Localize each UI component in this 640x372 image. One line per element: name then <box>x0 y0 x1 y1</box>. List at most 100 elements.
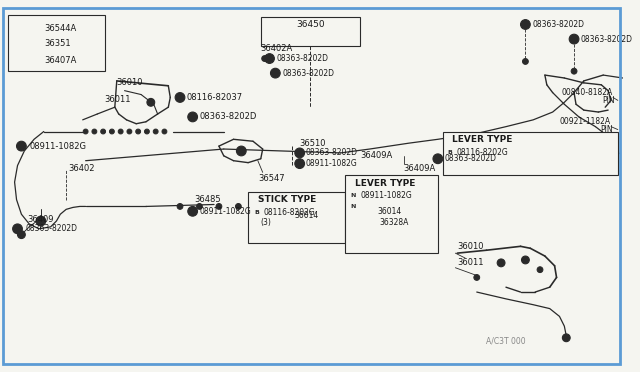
Text: PIN: PIN <box>602 96 615 105</box>
Text: 36544A: 36544A <box>45 24 77 33</box>
Text: 08363-8202D: 08363-8202D <box>305 148 358 157</box>
Text: A/C3T 000: A/C3T 000 <box>486 336 526 345</box>
Bar <box>346 175 438 253</box>
Text: 36450: 36450 <box>297 20 325 29</box>
Circle shape <box>175 93 185 102</box>
Circle shape <box>162 129 167 134</box>
Circle shape <box>17 141 26 151</box>
Circle shape <box>147 99 155 106</box>
Circle shape <box>262 56 268 61</box>
Circle shape <box>19 31 23 35</box>
Text: N: N <box>351 204 356 209</box>
Circle shape <box>474 275 480 280</box>
Circle shape <box>216 203 222 209</box>
Circle shape <box>563 334 570 341</box>
Circle shape <box>17 58 23 63</box>
Text: N: N <box>297 161 302 166</box>
Bar <box>260 17 360 46</box>
Circle shape <box>39 219 43 223</box>
Text: 36014: 36014 <box>378 207 402 216</box>
Text: 08363-8202D: 08363-8202D <box>581 35 633 44</box>
Circle shape <box>153 129 158 134</box>
Circle shape <box>366 227 374 235</box>
Text: 36011: 36011 <box>458 259 484 267</box>
Circle shape <box>522 58 529 64</box>
Text: B: B <box>255 210 259 215</box>
Text: (3): (3) <box>260 218 271 227</box>
Text: N: N <box>19 144 24 148</box>
Text: 36547: 36547 <box>258 174 284 183</box>
Circle shape <box>252 208 262 217</box>
Text: 36010: 36010 <box>458 242 484 251</box>
Text: 36328A: 36328A <box>380 218 409 227</box>
Circle shape <box>445 148 454 158</box>
Text: 00840-8182A: 00840-8182A <box>562 88 613 97</box>
Circle shape <box>92 129 97 134</box>
Circle shape <box>537 267 543 273</box>
Text: 08911-1082G: 08911-1082G <box>200 207 252 216</box>
Text: 00921-1182A: 00921-1182A <box>560 117 611 126</box>
Circle shape <box>196 203 202 209</box>
Text: S: S <box>190 115 195 119</box>
Text: LEVER TYPE: LEVER TYPE <box>452 135 513 144</box>
Text: N: N <box>351 193 356 198</box>
Text: 36010: 36010 <box>116 78 143 87</box>
Circle shape <box>295 159 305 169</box>
Text: 08363-8202D: 08363-8202D <box>532 20 584 29</box>
Text: LEVER TYPE: LEVER TYPE <box>355 179 415 187</box>
Circle shape <box>305 221 317 233</box>
Text: 08363-8202D: 08363-8202D <box>200 112 257 121</box>
Text: S: S <box>268 56 272 61</box>
Circle shape <box>522 256 529 264</box>
Text: 08363-8202D: 08363-8202D <box>276 54 328 63</box>
Circle shape <box>433 154 443 164</box>
Circle shape <box>19 22 24 27</box>
Text: B: B <box>447 150 452 155</box>
Circle shape <box>127 129 132 134</box>
Circle shape <box>145 129 149 134</box>
Circle shape <box>309 225 314 229</box>
Circle shape <box>611 149 619 157</box>
Circle shape <box>497 259 505 267</box>
Circle shape <box>400 234 406 240</box>
Circle shape <box>255 203 260 209</box>
Text: 36351: 36351 <box>45 39 72 48</box>
Circle shape <box>118 129 123 134</box>
Text: STICK TYPE: STICK TYPE <box>258 195 316 204</box>
Circle shape <box>177 203 183 209</box>
Circle shape <box>569 34 579 44</box>
Text: 36485: 36485 <box>195 195 221 204</box>
Circle shape <box>17 231 26 238</box>
Text: 08363-8202D: 08363-8202D <box>282 68 334 78</box>
Circle shape <box>17 41 22 47</box>
Text: 36402: 36402 <box>68 164 95 173</box>
Text: 36409: 36409 <box>28 215 54 224</box>
Text: 08116-82037: 08116-82037 <box>187 93 243 102</box>
Text: 36409A: 36409A <box>404 164 436 173</box>
Text: B: B <box>177 95 182 100</box>
Circle shape <box>348 202 358 211</box>
Text: 08911-1082G: 08911-1082G <box>360 191 412 200</box>
Text: S: S <box>572 36 577 42</box>
Text: 36409A: 36409A <box>360 151 392 160</box>
Text: S: S <box>523 22 528 27</box>
Circle shape <box>295 148 305 158</box>
Text: 08363-8202D: 08363-8202D <box>445 154 497 163</box>
Text: 08116-8202G: 08116-8202G <box>456 148 508 157</box>
Text: 08911-1082G: 08911-1082G <box>29 142 86 151</box>
Circle shape <box>109 129 115 134</box>
Text: S: S <box>436 156 440 161</box>
Circle shape <box>300 215 323 238</box>
Text: PIN: PIN <box>600 125 613 134</box>
Circle shape <box>236 203 241 209</box>
Circle shape <box>571 68 577 74</box>
Circle shape <box>100 129 106 134</box>
Circle shape <box>188 112 198 122</box>
Circle shape <box>265 54 275 63</box>
Text: 36402A: 36402A <box>260 44 293 53</box>
Text: N: N <box>190 209 195 214</box>
Circle shape <box>13 38 26 50</box>
Text: 36510: 36510 <box>300 139 326 148</box>
Circle shape <box>136 129 141 134</box>
Circle shape <box>188 206 198 216</box>
